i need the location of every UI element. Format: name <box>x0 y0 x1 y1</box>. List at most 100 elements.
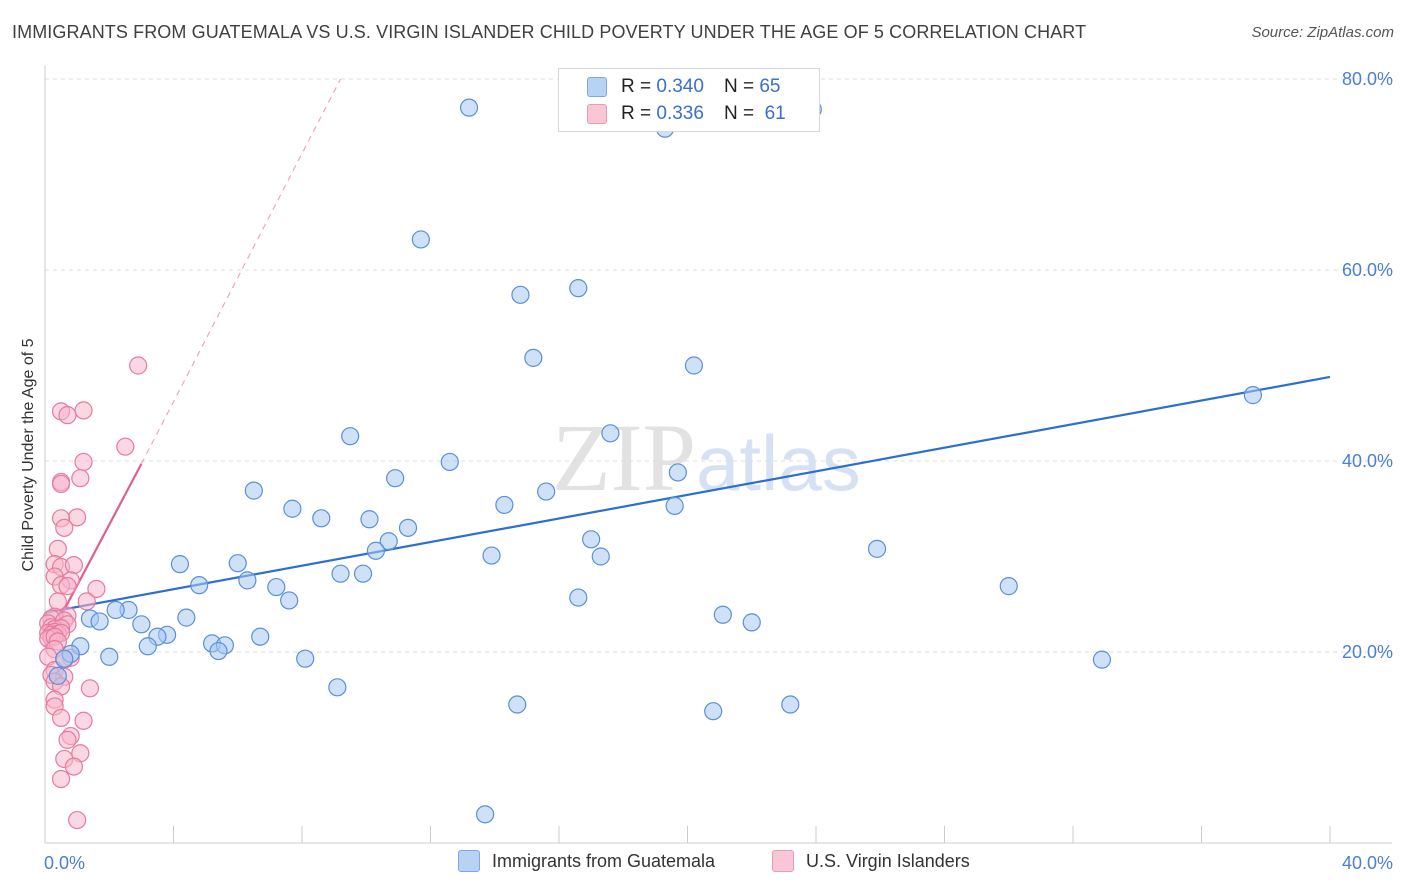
series-us-virgin-islanders <box>39 356 148 830</box>
y-tick-label: 20.0% <box>1342 642 1393 662</box>
n-value: 61 <box>764 103 786 124</box>
data-point-guatemala <box>459 98 479 117</box>
data-point-guatemala <box>1243 386 1263 405</box>
stats-row-virgin-islanders: R = 0.336 N = 61 <box>559 101 786 127</box>
data-point-guatemala <box>704 702 723 721</box>
data-point-virgin-islanders <box>58 577 77 596</box>
series-legend: Immigrants from Guatemala U.S. Virgin Is… <box>0 850 1406 878</box>
data-point-guatemala <box>1092 650 1112 669</box>
data-point-virgin-islanders <box>55 518 74 537</box>
legend-item-virgin-islanders[interactable]: U.S. Virgin Islanders <box>772 850 970 872</box>
data-point-virgin-islanders <box>51 474 71 494</box>
watermark: ZIPatlas <box>552 402 861 513</box>
x-tick-label: 40.0% <box>1342 853 1393 873</box>
source-label: Source: ZipAtlas.com <box>1251 24 1394 41</box>
legend-label: U.S. Virgin Islanders <box>806 850 970 871</box>
blue-swatch <box>458 850 480 872</box>
data-point-virgin-islanders <box>64 757 84 776</box>
data-point-virgin-islanders <box>74 401 93 420</box>
data-point-guatemala <box>511 285 530 304</box>
legend-item-guatemala[interactable]: Immigrants from Guatemala <box>458 850 715 872</box>
data-point-virgin-islanders <box>58 406 77 425</box>
n-value: 65 <box>759 76 781 97</box>
data-point-guatemala <box>524 348 543 367</box>
data-point-guatemala <box>138 637 157 656</box>
data-point-guatemala <box>267 577 286 597</box>
blue-swatch <box>587 77 607 97</box>
data-point-guatemala <box>582 530 601 549</box>
data-point-guatemala <box>781 695 800 714</box>
data-point-guatemala <box>999 577 1018 596</box>
data-point-guatemala <box>665 496 684 515</box>
data-point-guatemala <box>411 230 430 249</box>
data-point-guatemala <box>440 452 459 472</box>
r-label: R = <box>621 103 652 124</box>
trendline-extension-virgin-islanders <box>140 78 342 465</box>
data-point-virgin-islanders <box>87 579 106 599</box>
data-point-virgin-islanders <box>48 592 67 611</box>
data-point-guatemala <box>283 499 302 518</box>
data-point-guatemala <box>328 678 347 697</box>
y-axis-label: Child Poverty Under the Age of 5 <box>20 338 37 571</box>
data-point-guatemala <box>238 571 257 590</box>
data-point-guatemala <box>508 695 527 714</box>
data-point-virgin-islanders <box>51 708 71 727</box>
data-point-guatemala <box>569 588 588 607</box>
watermark-atlas: atlas <box>696 419 861 507</box>
data-point-virgin-islanders <box>80 679 100 698</box>
chart-title: IMMIGRANTS FROM GUATEMALA VS U.S. VIRGIN… <box>12 22 1087 42</box>
data-point-guatemala <box>379 532 398 551</box>
data-point-guatemala <box>684 356 704 375</box>
data-point-virgin-islanders <box>129 356 148 375</box>
data-point-virgin-islanders <box>58 730 77 749</box>
data-point-guatemala <box>601 424 620 443</box>
y-tick-label: 60.0% <box>1342 260 1393 280</box>
data-point-guatemala <box>209 641 228 661</box>
r-label: R = <box>621 76 652 97</box>
data-point-guatemala <box>569 279 588 298</box>
data-point-guatemala <box>48 666 67 685</box>
data-point-guatemala <box>280 591 299 610</box>
data-point-guatemala <box>100 647 119 666</box>
data-point-guatemala <box>742 613 761 632</box>
r-value: 0.340 <box>656 76 704 97</box>
data-point-virgin-islanders <box>74 711 93 730</box>
data-point-virgin-islanders <box>77 592 96 611</box>
data-point-guatemala <box>244 481 263 500</box>
pink-swatch <box>587 104 607 124</box>
data-point-virgin-islanders <box>71 469 90 488</box>
data-point-guatemala <box>296 649 315 668</box>
series-immigrants-from-guatemala <box>48 98 1263 824</box>
tick-labels: 20.0% 40.0% 60.0% 80.0% 0.0% 40.0% <box>44 69 1393 873</box>
watermark-zip: ZIP <box>552 404 696 511</box>
data-point-guatemala <box>482 546 501 565</box>
n-label: N = <box>723 103 755 124</box>
stats-row-guatemala: R = 0.340 N = 65 <box>559 74 780 100</box>
n-label: N = <box>723 76 755 97</box>
data-point-guatemala <box>668 463 687 482</box>
r-value: 0.336 <box>656 103 704 124</box>
data-point-virgin-islanders <box>48 539 67 558</box>
data-point-guatemala <box>495 495 514 515</box>
data-point-virgin-islanders <box>116 437 135 456</box>
data-point-guatemala <box>386 469 405 488</box>
data-point-guatemala <box>341 427 360 446</box>
axes <box>44 66 1392 844</box>
y-tick-label: 40.0% <box>1342 451 1393 471</box>
data-point-guatemala <box>366 541 385 560</box>
data-point-guatemala <box>251 627 270 646</box>
data-point-guatemala <box>398 518 418 537</box>
data-point-virgin-islanders <box>64 555 84 575</box>
data-point-guatemala <box>353 564 373 583</box>
pink-swatch <box>772 850 794 872</box>
data-point-guatemala <box>331 564 350 583</box>
data-point-guatemala <box>55 649 74 668</box>
data-point-guatemala <box>867 539 887 558</box>
data-point-guatemala <box>591 547 610 566</box>
data-point-guatemala <box>177 608 196 627</box>
grid <box>45 78 1392 653</box>
data-point-guatemala <box>170 555 190 574</box>
data-point-guatemala <box>106 600 125 620</box>
data-point-virgin-islanders <box>51 769 71 789</box>
